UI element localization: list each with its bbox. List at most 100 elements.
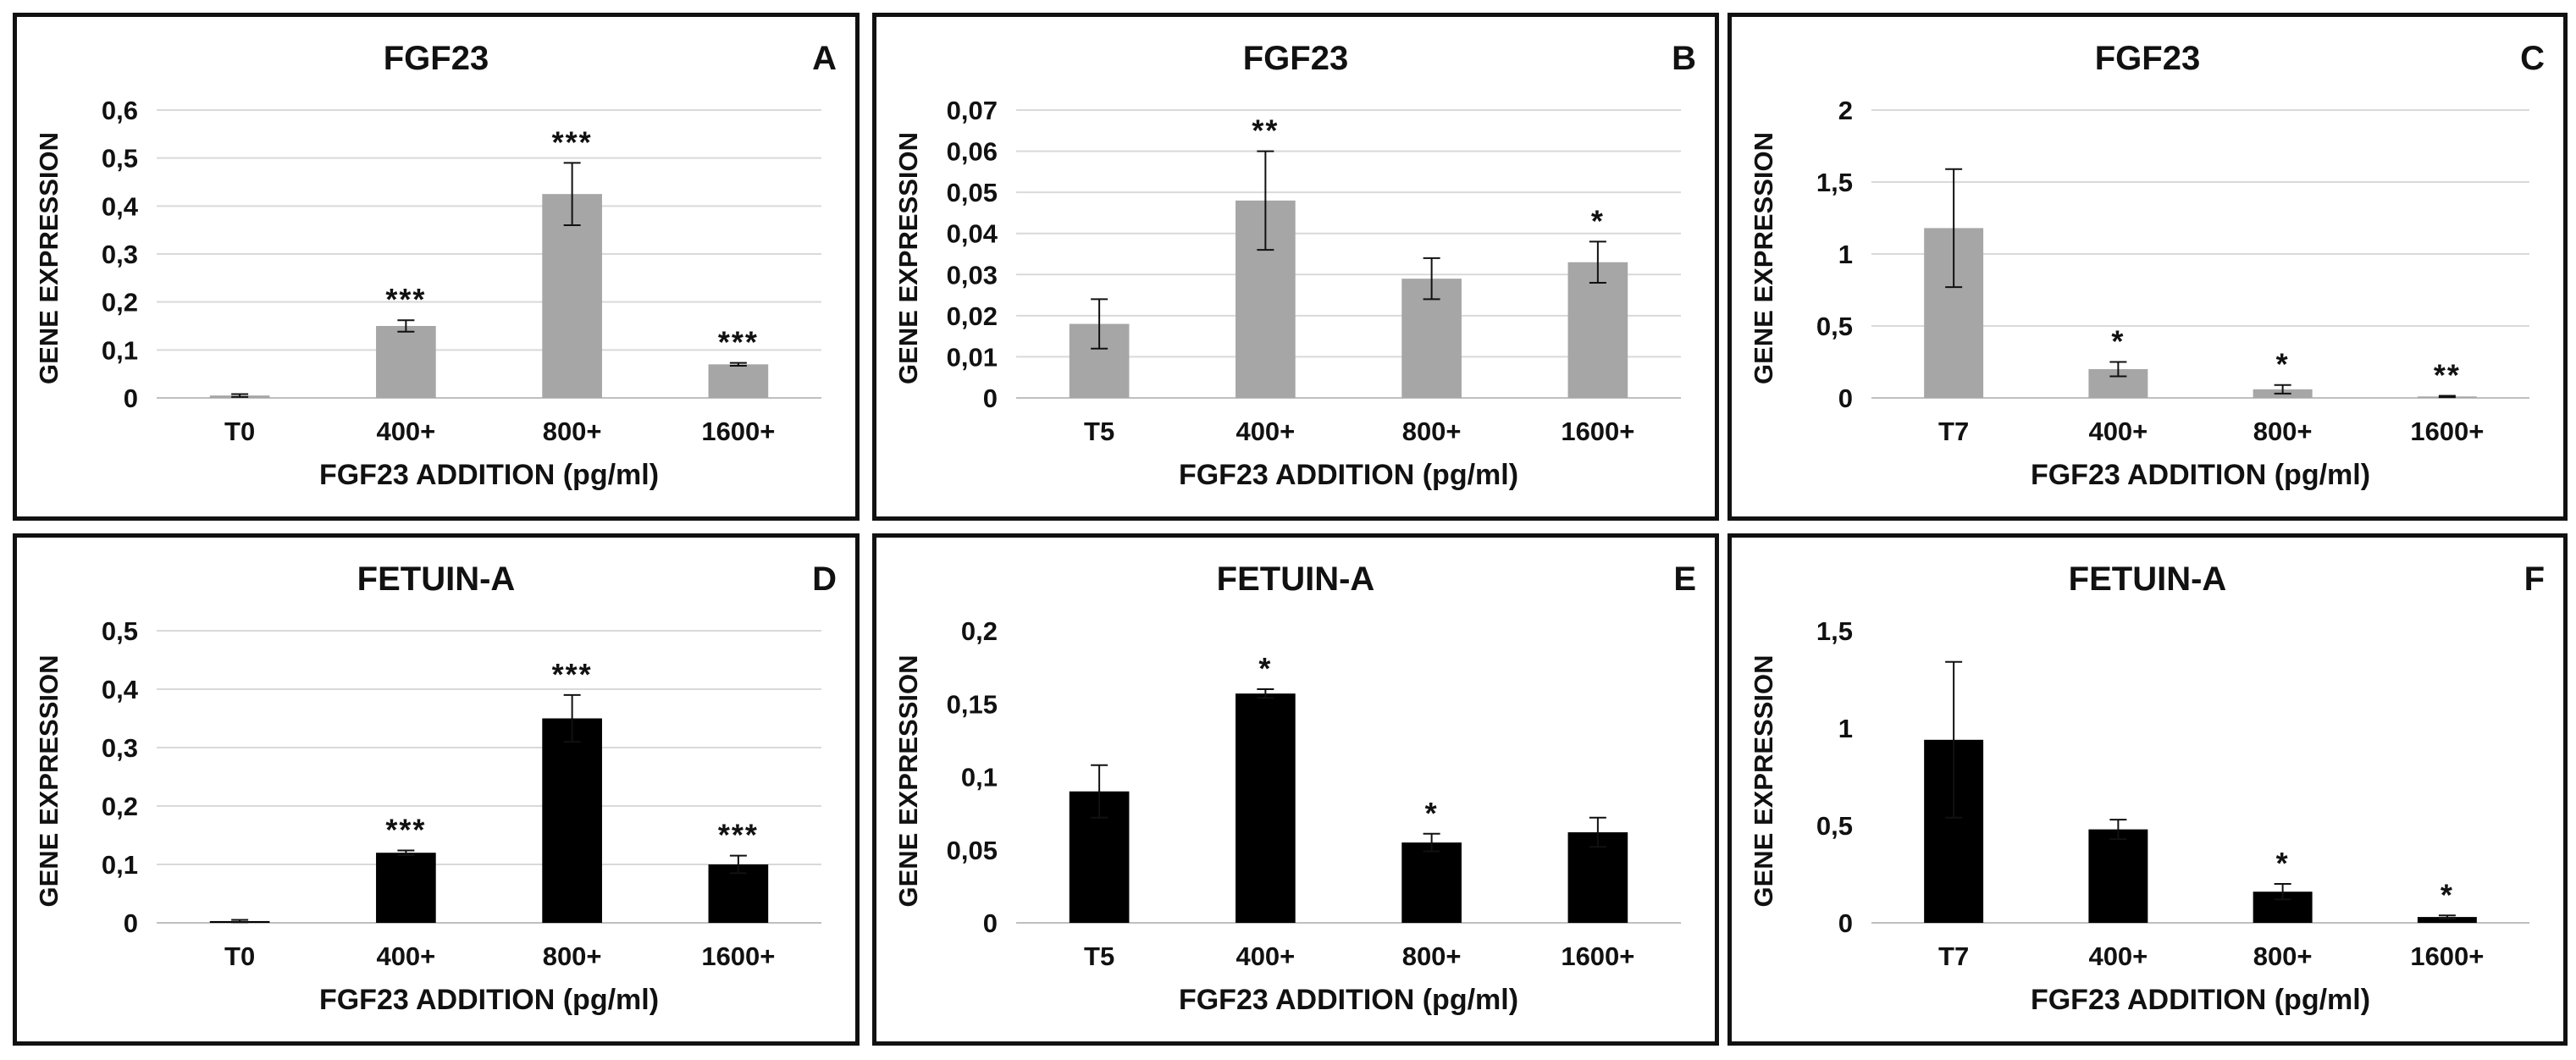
significance-label: *	[2441, 877, 2454, 912]
x-axis-label: FGF23 ADDITION (pg/ml)	[2031, 984, 2370, 1016]
significance-label: *	[2276, 347, 2290, 382]
panel-letter: A	[812, 40, 837, 77]
significance-label: *	[1258, 651, 1272, 686]
y-tick-label: 0,1	[961, 763, 998, 792]
x-axis-label: FGF23 ADDITION (pg/ml)	[1179, 984, 1518, 1016]
x-tick-label: T5	[1084, 941, 1114, 971]
y-tick-label: 0,05	[947, 178, 998, 207]
x-tick-label: 1600+	[1561, 941, 1634, 971]
y-tick-label: 0,5	[102, 144, 138, 174]
chart-b: FGF23 B 0 0,01 0,02 0,03 0,04 0,05 0,06 0,07 GENE …	[893, 40, 1696, 491]
bar-400plus	[376, 853, 436, 923]
y-tick-label: 2	[1838, 96, 1853, 125]
y-tick-label: 0,1	[102, 850, 138, 880]
x-tick-label: T0	[224, 941, 255, 971]
bar-1600plus	[2417, 917, 2477, 923]
panel-b: FGF23 B 0 0,01 0,02 0,03 0,04 0,05 0,06 0,07 GENE …	[872, 13, 1719, 521]
bar-400plus	[2088, 829, 2148, 923]
chart-e: FETUIN-A E 0 0,05 0,1 0,15 0,2 GENE EXPRESSION F…	[893, 560, 1696, 1016]
significance-label: ***	[552, 124, 593, 159]
panel-f: FETUIN-A F 0 0,5 1 1,5 GENE EXPRESSION FGF23 AD…	[1727, 533, 2568, 1046]
x-tick-label: T0	[224, 417, 255, 446]
y-tick-label: 0,4	[102, 191, 139, 221]
y-tick-label: 1,5	[1816, 616, 1853, 646]
bar-800plus	[542, 718, 602, 923]
panel-c: FGF23 C 0 0,5 1 1,5 2 GENE EXPRESSION FGF23 ADDI…	[1727, 13, 2568, 521]
chart-a: FGF23 A 0 0,1 0,2 0,3 0,4 0,5 0,6 GENE EXPRESSION…	[34, 40, 837, 491]
panel-letter: B	[1672, 40, 1696, 77]
significance-label: ***	[718, 325, 759, 360]
y-tick-label: 0,5	[102, 616, 138, 646]
x-axis-label: FGF23 ADDITION (pg/ml)	[2031, 459, 2370, 491]
panel-letter: C	[2520, 40, 2545, 77]
x-tick-label: T7	[1938, 417, 1969, 446]
y-tick-label: 0,4	[102, 675, 139, 704]
panel-letter: D	[812, 560, 837, 598]
bar-800plus	[542, 194, 602, 398]
y-tick-label: 0,04	[947, 219, 998, 249]
bar-800plus	[1401, 842, 1462, 923]
y-axis-label: GENE EXPRESSION	[1749, 654, 1778, 907]
x-tick-label: 1600+	[701, 417, 775, 446]
significance-label: *	[1591, 203, 1605, 238]
y-axis-label: GENE EXPRESSION	[1749, 132, 1778, 384]
significance-label: *	[2276, 846, 2290, 881]
y-tick-label: 0	[124, 908, 138, 938]
y-tick-label: 0,6	[102, 96, 138, 125]
significance-label: ***	[385, 812, 426, 847]
y-tick-label: 0	[124, 384, 138, 413]
x-tick-label: 800+	[2253, 941, 2313, 971]
x-axis-label: FGF23 ADDITION (pg/ml)	[1179, 459, 1518, 491]
significance-label: ***	[718, 818, 759, 853]
bar-1600plus	[708, 864, 769, 923]
chart-title: FGF23	[384, 40, 489, 77]
chart-title: FETUIN-A	[1217, 560, 1375, 598]
x-tick-label: 1600+	[2410, 417, 2484, 446]
x-tick-label: 400+	[1235, 941, 1295, 971]
x-tick-label: 400+	[376, 941, 435, 971]
chart-title: FGF23	[1243, 40, 1348, 77]
x-tick-label: 800+	[1402, 417, 1462, 446]
panel-e: FETUIN-A E 0 0,05 0,1 0,15 0,2 GENE EXPRESSION F…	[872, 533, 1719, 1046]
chart-d: FETUIN-A D 0 0,1 0,2 0,3 0,4 0,5 GENE EXPRESSION…	[34, 560, 837, 1016]
y-tick-label: 0,2	[102, 792, 138, 821]
significance-label: **	[1252, 113, 1279, 148]
y-axis-label: GENE EXPRESSION	[34, 654, 64, 907]
y-tick-label: 0,05	[947, 836, 998, 865]
x-tick-label: 800+	[2253, 417, 2313, 446]
chart-c: FGF23 C 0 0,5 1 1,5 2 GENE EXPRESSION FGF23 ADDI…	[1749, 40, 2545, 491]
y-tick-label: 0,3	[102, 733, 138, 763]
y-tick-label: 0,01	[947, 342, 998, 372]
bar-400plus	[376, 326, 436, 398]
y-axis-label: GENE EXPRESSION	[34, 132, 64, 384]
significance-label: *	[2111, 324, 2125, 359]
y-tick-label: 0,03	[947, 260, 998, 290]
y-tick-label: 0,07	[947, 96, 998, 125]
panel-d: FETUIN-A D 0 0,1 0,2 0,3 0,4 0,5 GENE EXPRESSION…	[13, 533, 860, 1046]
chart-title: FETUIN-A	[2069, 560, 2227, 598]
y-tick-label: 0	[983, 384, 998, 413]
x-tick-label: 1600+	[1561, 417, 1634, 446]
y-tick-label: 0	[983, 908, 998, 938]
x-tick-label: 800+	[543, 941, 602, 971]
y-axis-label: GENE EXPRESSION	[893, 132, 923, 384]
y-tick-label: 1	[1838, 714, 1853, 743]
x-tick-label: 800+	[543, 417, 602, 446]
significance-label: **	[2434, 357, 2461, 392]
significance-label: ***	[552, 657, 593, 692]
y-tick-label: 0,1	[102, 335, 138, 365]
chart-f: FETUIN-A F 0 0,5 1 1,5 GENE EXPRESSION FGF23 AD…	[1749, 560, 2545, 1016]
y-tick-label: 1	[1838, 240, 1853, 269]
x-tick-label: T5	[1084, 417, 1114, 446]
x-axis-label: FGF23 ADDITION (pg/ml)	[319, 984, 659, 1016]
significance-label: *	[1425, 796, 1439, 831]
y-tick-label: 0,5	[1816, 811, 1853, 841]
y-tick-label: 0,02	[947, 301, 998, 331]
chart-title: FETUIN-A	[357, 560, 516, 598]
x-tick-label: 1600+	[2410, 941, 2484, 971]
y-tick-label: 0,15	[947, 689, 998, 719]
bar-1600plus	[708, 364, 769, 398]
x-tick-label: 400+	[2088, 941, 2148, 971]
panel-letter: E	[1673, 560, 1696, 598]
y-tick-label: 0,5	[1816, 312, 1853, 341]
